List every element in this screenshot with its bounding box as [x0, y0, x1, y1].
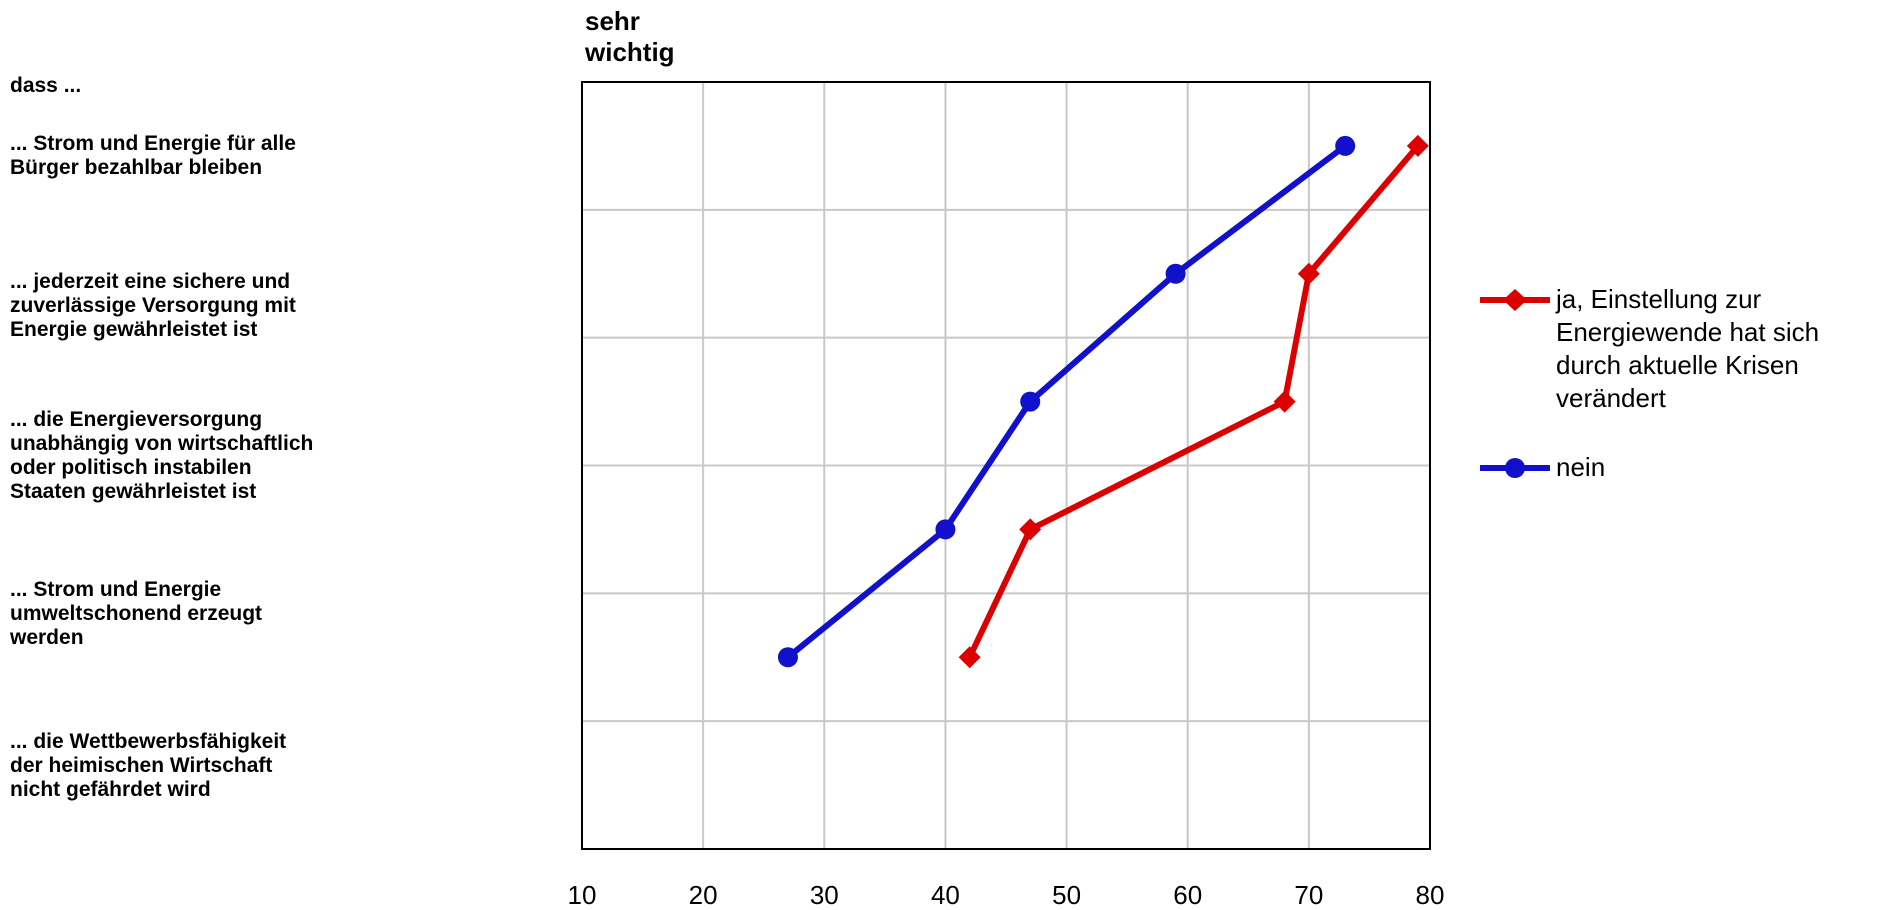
- series-2-point: [1165, 263, 1186, 284]
- category-label-5: ... die Wettbewerbsfähigkeit der heimisc…: [10, 730, 287, 801]
- category-label-3: ... die Energieversorgung unabhängig von…: [10, 408, 314, 503]
- series-2-point: [935, 519, 956, 540]
- x-tick-label: 80: [1416, 880, 1445, 910]
- x-tick-label: 10: [568, 880, 597, 910]
- series-2-point: [1335, 135, 1356, 156]
- plot-frame: [581, 81, 1431, 850]
- x-tick-label: 60: [1173, 880, 1202, 910]
- x-tick-label: 70: [1294, 880, 1323, 910]
- series-1-point: [1273, 390, 1296, 413]
- question-intro: dass ...: [10, 74, 82, 97]
- series-1-point: [1297, 262, 1320, 285]
- series-1-point: [958, 646, 981, 669]
- x-tick-label: 40: [931, 880, 960, 910]
- legend-swatch-nein: [1480, 458, 1550, 478]
- x-tick-label: 30: [810, 880, 839, 910]
- series-2-point: [1020, 391, 1041, 412]
- x-tick-label: 50: [1052, 880, 1081, 910]
- category-label-2: ... jederzeit eine sichere und zuverläss…: [10, 270, 296, 341]
- legend-label-ja: ja, Einstellung zur Energiewende hat sic…: [1556, 284, 1820, 413]
- series-1-point: [1406, 134, 1429, 157]
- scale-top-label: sehr wichtig: [585, 6, 675, 67]
- x-tick-label: 20: [689, 880, 718, 910]
- series-2-point: [777, 647, 798, 668]
- legend-swatch-ja: [1480, 289, 1550, 311]
- category-label-1: ... Strom und Energie für alle Bürger be…: [10, 132, 296, 179]
- legend-label-nein: nein: [1556, 452, 1606, 482]
- category-label-4: ... Strom und Energie umweltschonend erz…: [10, 578, 263, 649]
- series-1-point: [1019, 518, 1042, 541]
